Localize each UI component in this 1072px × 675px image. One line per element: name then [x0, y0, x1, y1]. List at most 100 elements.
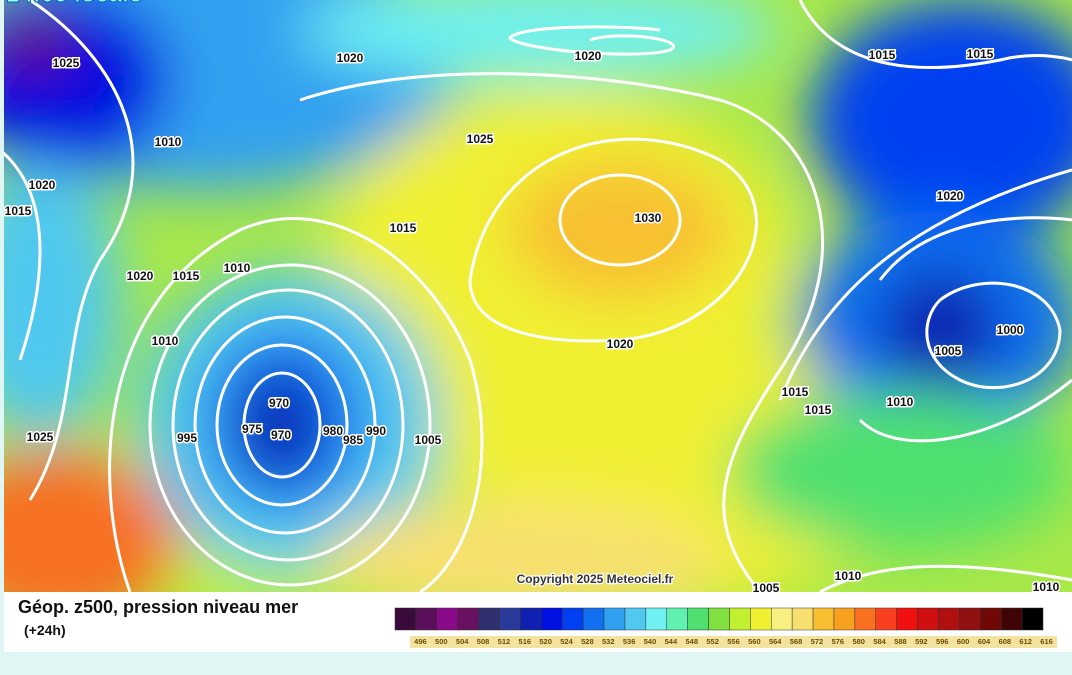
scale-label-band: [410, 636, 1057, 648]
scale-swatch: [603, 607, 626, 631]
scale-swatch: [436, 607, 458, 631]
scale-label: 592: [915, 637, 928, 646]
caption-subtitle: (+24h): [24, 622, 66, 638]
scale-swatch: [478, 607, 500, 631]
isobar-label: 1030: [635, 211, 662, 225]
scale-label: 508: [477, 637, 490, 646]
scale-label: 568: [790, 637, 803, 646]
scale-swatch: [980, 607, 1002, 631]
scale-label: 532: [602, 637, 615, 646]
isobar-label: 975: [242, 422, 262, 436]
scale-swatch: [854, 607, 877, 631]
scale-swatch: [394, 607, 417, 631]
isobar-label: 995: [177, 431, 197, 445]
scale-label: 588: [894, 637, 907, 646]
isobars: [4, 0, 1072, 592]
scale-swatch: [771, 607, 793, 631]
copyright: Copyright 2025 Meteociel.fr: [517, 572, 674, 586]
scale-swatch: [561, 607, 584, 631]
isobar-label: 1005: [935, 344, 962, 358]
scale-label: 564: [769, 637, 782, 646]
isobar-label: 1020: [127, 269, 154, 283]
scale-label: 556: [727, 637, 740, 646]
isobar-label: 1010: [224, 261, 251, 275]
scale-swatch: [499, 607, 521, 631]
scale-swatch: [541, 607, 563, 631]
isobar-label: 1010: [887, 395, 914, 409]
scale-label: 584: [873, 637, 886, 646]
scale-swatch: [666, 607, 688, 631]
isobar-label: 1010: [835, 569, 862, 583]
isobar-label: 1015: [967, 47, 994, 61]
isobar-label: 1005: [415, 433, 442, 447]
scale-swatch: [645, 607, 667, 631]
scale-swatch: [791, 607, 814, 631]
isobar-label: 1020: [337, 51, 364, 65]
scale-swatch: [729, 607, 751, 631]
isobar-label: 1020: [29, 178, 56, 192]
scale-label: 548: [686, 637, 699, 646]
isobar-label: 980: [323, 424, 343, 438]
scale-label: 496: [414, 637, 427, 646]
isobar-label: 1015: [390, 221, 417, 235]
scale-label: 524: [560, 637, 573, 646]
scale-swatch: [457, 607, 479, 631]
isobar-label: 1015: [173, 269, 200, 283]
scale-swatch: [582, 607, 605, 631]
scale-swatch: [938, 607, 960, 631]
scale-swatch: [624, 607, 647, 631]
scale-label: 600: [957, 637, 970, 646]
isobar-label: 1020: [575, 49, 602, 63]
scale-label: 516: [519, 637, 532, 646]
scale-swatch: [687, 607, 709, 631]
scale-label: 520: [539, 637, 552, 646]
scale-label: 540: [644, 637, 657, 646]
scale-label: 500: [435, 637, 448, 646]
scale-label: 504: [456, 637, 469, 646]
scale-swatch: [708, 607, 730, 631]
scale-label: 552: [706, 637, 719, 646]
scale-label: 572: [811, 637, 824, 646]
map-title: 14:00 locale: [6, 0, 142, 8]
pressure-field: [4, 0, 1072, 592]
scale-label: 604: [978, 637, 991, 646]
isobar-label: 1020: [607, 337, 634, 351]
scale-label: 560: [748, 637, 761, 646]
caption-title: Géop. z500, pression niveau mer: [18, 597, 298, 617]
scale-swatch: [750, 607, 772, 631]
isobar-label: 990: [366, 424, 386, 438]
scale-swatch: [875, 607, 897, 631]
isobar-label: 1015: [782, 385, 809, 399]
scale-swatch: [812, 607, 835, 631]
isobar-label: 1025: [27, 430, 54, 444]
scale-label: 576: [832, 637, 845, 646]
isobar-labels: 1025 1020 1020 1015 1015 1010 1025 1020 1015 1030…: [4, 46, 1061, 595]
scale-label: 596: [936, 637, 949, 646]
map: 14:00 locale 102510201020101510151010102…: [4, 0, 1072, 595]
scale-label: 580: [852, 637, 865, 646]
scale-swatch: [520, 607, 542, 631]
scale-label: 544: [665, 637, 678, 646]
scale-label: 612: [1019, 637, 1032, 646]
scale-swatch: [896, 607, 918, 631]
isobar-label: 970: [269, 396, 289, 410]
isobar-label: 1025: [53, 56, 80, 70]
scale-swatch: [833, 607, 856, 631]
isobar-label: 1005: [753, 581, 780, 595]
scale-label: 512: [498, 637, 511, 646]
scale-swatch: [1021, 607, 1044, 631]
scale-label: 536: [623, 637, 636, 646]
isobar-label: 1010: [1033, 580, 1060, 594]
isobar-label: 1000: [997, 323, 1024, 337]
scale-swatch: [959, 607, 981, 631]
scale-swatch: [1000, 607, 1023, 631]
isobar-label: 985: [343, 433, 363, 447]
scale-label: 528: [581, 637, 594, 646]
isobar-label: 1015: [805, 403, 832, 417]
scale-label: 608: [999, 637, 1012, 646]
isobar-label: 1020: [937, 189, 964, 203]
isobar-label: 1015: [869, 48, 896, 62]
scale-label: 616: [1040, 637, 1053, 646]
